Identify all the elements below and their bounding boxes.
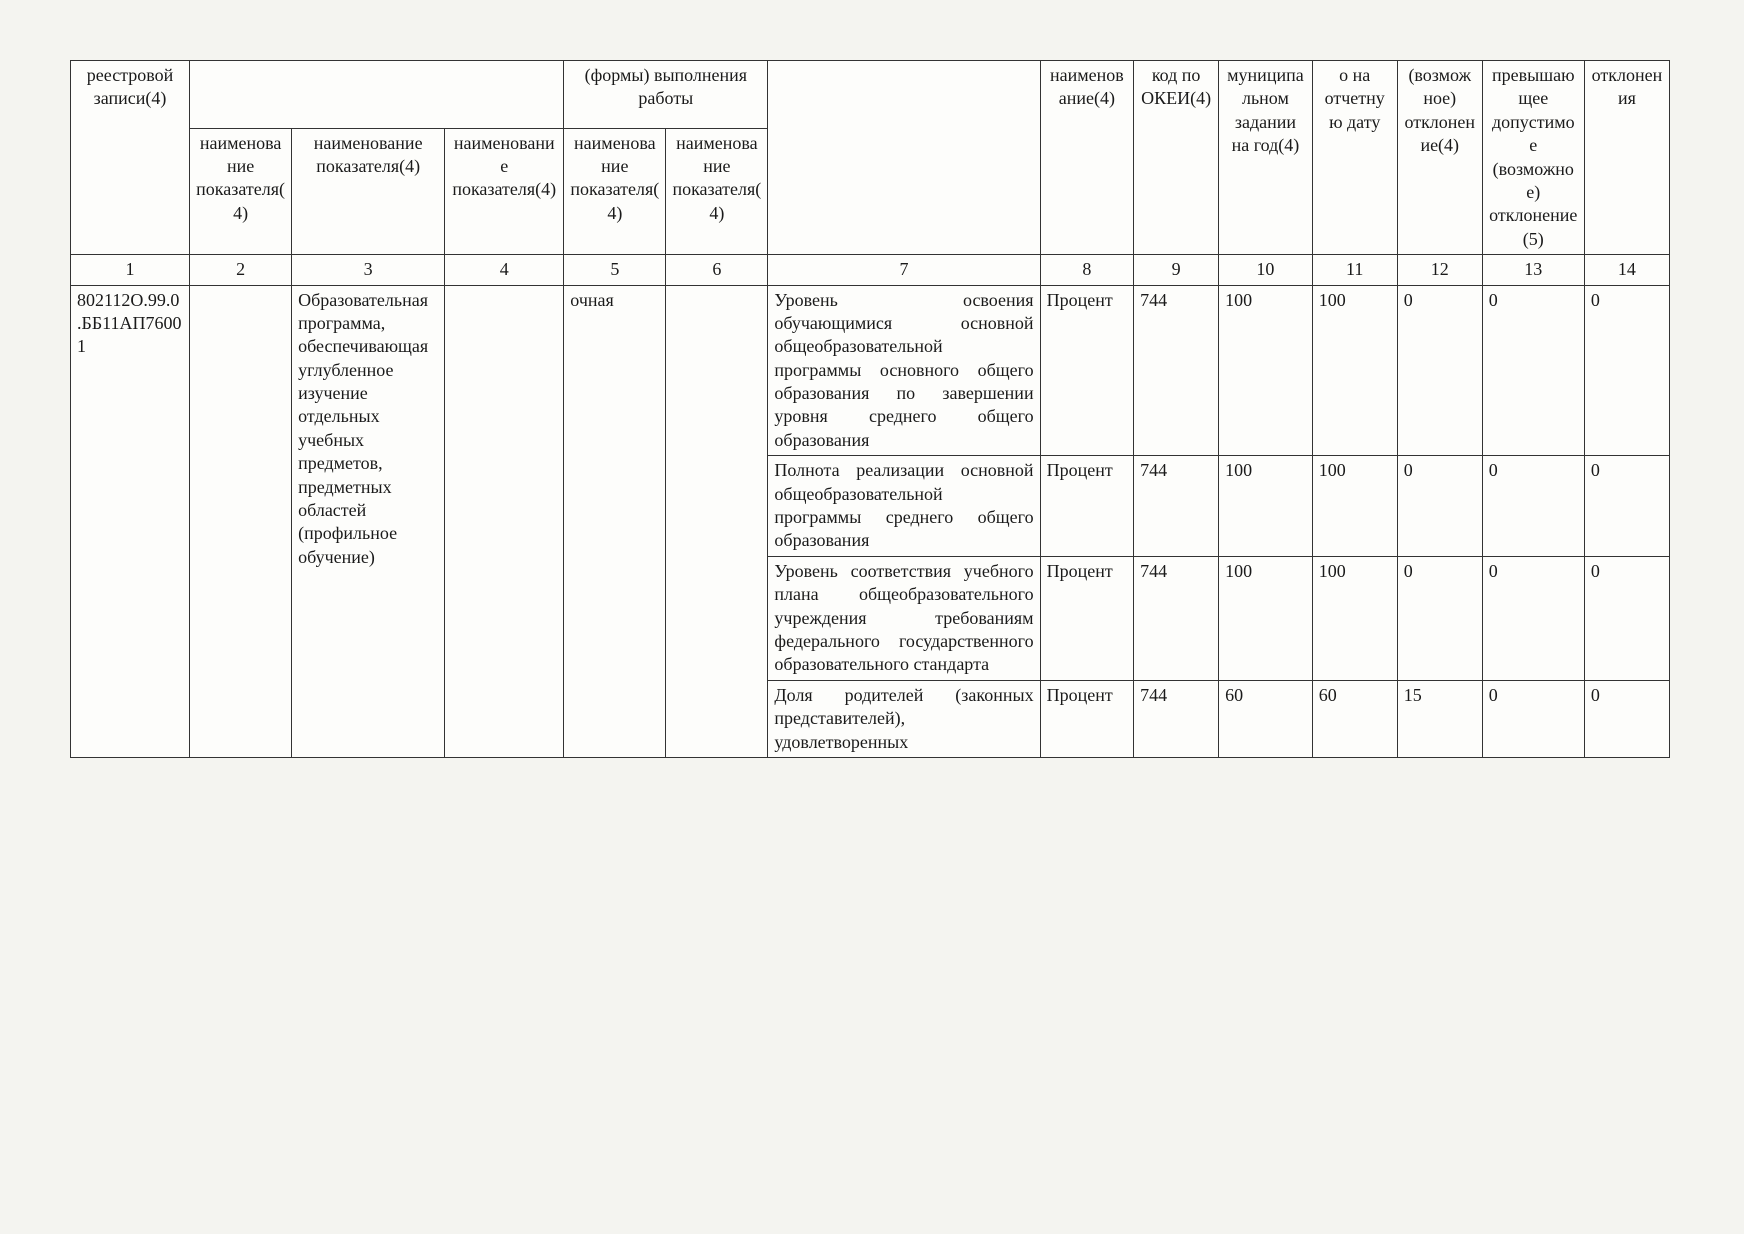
data-row: 802112О.99.0.ББ11АП76001 Образовательная… [71,285,1670,456]
cell-indicator: Полнота реализации основной общеобразова… [768,456,1040,557]
hdr-col7 [768,61,1040,255]
hdr-col6: наименование показателя(4) [666,128,768,254]
report-table: реестровой записи(4) (формы) выполнения … [70,60,1670,758]
colnum-row: 1 2 3 4 5 6 7 8 9 10 11 12 13 14 [71,255,1670,285]
cell-reason: 0 [1584,680,1669,757]
cell-excess: 0 [1482,680,1584,757]
cell-unit-name: Процент [1040,556,1134,680]
cell-indicator: Уровень освоения обучающимися основной о… [768,285,1040,456]
cell-reason: 0 [1584,456,1669,557]
document-page: реестровой записи(4) (формы) выполнения … [70,60,1670,758]
cell-fact: 100 [1312,456,1397,557]
cell-unit-name: Процент [1040,680,1134,757]
cell-col2 [190,285,292,757]
hdr-col12: (возможное) отклонение(4) [1397,61,1482,255]
cell-unit-code: 744 [1134,285,1219,456]
hdr-col11: о на отчетную дату [1312,61,1397,255]
cell-excess: 0 [1482,556,1584,680]
colnum-11: 11 [1312,255,1397,285]
hdr-col9: код по ОКЕИ(4) [1134,61,1219,255]
cell-fact: 60 [1312,680,1397,757]
colnum-1: 1 [71,255,190,285]
cell-unit-name: Процент [1040,285,1134,456]
hdr-col5: наименование показателя(4) [564,128,666,254]
hdr-group-56: (формы) выполнения работы [564,61,768,129]
cell-program: Образовательная программа, обеспечивающа… [292,285,445,757]
hdr-col2: наименование показателя(4) [190,128,292,254]
colnum-8: 8 [1040,255,1134,285]
header-row-1: реестровой записи(4) (формы) выполнения … [71,61,1670,129]
cell-col4 [445,285,564,757]
cell-indicator: Доля родителей (законных представителей)… [768,680,1040,757]
colnum-12: 12 [1397,255,1482,285]
hdr-col14: отклонения [1584,61,1669,255]
hdr-blank-234 [190,61,564,129]
cell-excess: 0 [1482,285,1584,456]
colnum-10: 10 [1219,255,1313,285]
colnum-2: 2 [190,255,292,285]
cell-reason: 0 [1584,556,1669,680]
cell-dev: 0 [1397,285,1482,456]
colnum-7: 7 [768,255,1040,285]
cell-dev: 0 [1397,456,1482,557]
cell-record-id: 802112О.99.0.ББ11АП76001 [71,285,190,757]
cell-col6 [666,285,768,757]
cell-unit-code: 744 [1134,680,1219,757]
hdr-col1: реестровой записи(4) [71,61,190,255]
hdr-col4: наименование показателя(4) [445,128,564,254]
hdr-col3: наименование показателя(4) [292,128,445,254]
cell-unit-code: 744 [1134,556,1219,680]
hdr-col10: муниципальном задании на год(4) [1219,61,1313,255]
colnum-14: 14 [1584,255,1669,285]
cell-plan: 100 [1219,556,1313,680]
cell-fact: 100 [1312,285,1397,456]
colnum-13: 13 [1482,255,1584,285]
cell-plan: 100 [1219,456,1313,557]
cell-plan: 60 [1219,680,1313,757]
colnum-3: 3 [292,255,445,285]
cell-unit-code: 744 [1134,456,1219,557]
hdr-col8: наименование(4) [1040,61,1134,255]
cell-excess: 0 [1482,456,1584,557]
cell-dev: 0 [1397,556,1482,680]
cell-reason: 0 [1584,285,1669,456]
cell-form: очная [564,285,666,757]
colnum-4: 4 [445,255,564,285]
colnum-5: 5 [564,255,666,285]
cell-indicator: Уровень соответствия учебного плана обще… [768,556,1040,680]
cell-fact: 100 [1312,556,1397,680]
colnum-6: 6 [666,255,768,285]
hdr-col13: превышающее допустимое (возможное) откло… [1482,61,1584,255]
cell-dev: 15 [1397,680,1482,757]
cell-unit-name: Процент [1040,456,1134,557]
cell-plan: 100 [1219,285,1313,456]
colnum-9: 9 [1134,255,1219,285]
